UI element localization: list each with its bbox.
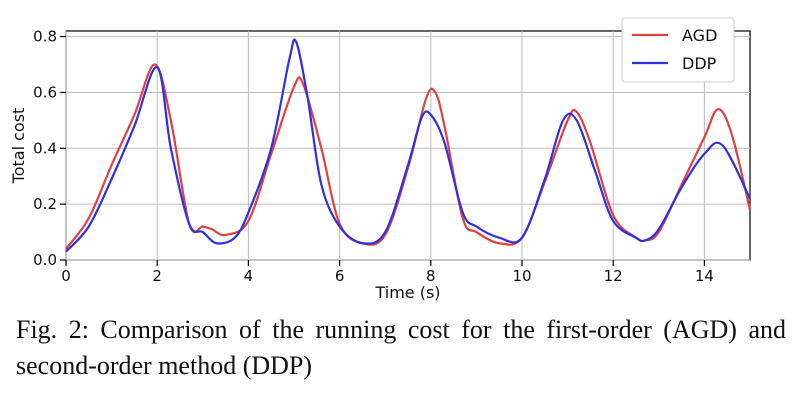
y-tick-label: 0.2 — [33, 195, 57, 213]
cost-chart: 0 2 4 6 8 10 12 14 0.0 0.2 0.4 0.6 0.8 Time (s) Tota… — [9, 17, 752, 302]
y-tick-label: 0.4 — [33, 139, 57, 157]
legend-label-agd: AGD — [682, 26, 717, 45]
y-axis-label: Total cost — [9, 108, 28, 185]
x-tick-label: 10 — [512, 267, 531, 285]
legend-label-ddp: DDP — [682, 54, 717, 73]
x-axis-label: Time (s) — [374, 283, 440, 302]
y-tick-label: 0.8 — [33, 28, 57, 46]
figure-caption: Fig. 2: Comparison of the running cost f… — [16, 315, 786, 380]
legend: AGD DDP — [621, 17, 735, 83]
y-tick-label: 0.6 — [33, 83, 57, 101]
x-tick-label: 6 — [335, 267, 345, 285]
x-tick-label: 2 — [152, 267, 162, 285]
axis-ticks: 0 2 4 6 8 10 12 14 0.0 0.2 0.4 0.6 0.8 — [33, 28, 714, 285]
series-line-ddp — [65, 38, 751, 253]
series-lines — [65, 38, 752, 253]
x-tick-label: 4 — [244, 267, 254, 285]
x-tick-label: 8 — [426, 267, 436, 285]
x-tick-label: 12 — [604, 267, 623, 285]
x-tick-label: 0 — [61, 267, 71, 285]
x-tick-label: 14 — [695, 267, 714, 285]
y-tick-label: 0.0 — [33, 251, 57, 269]
